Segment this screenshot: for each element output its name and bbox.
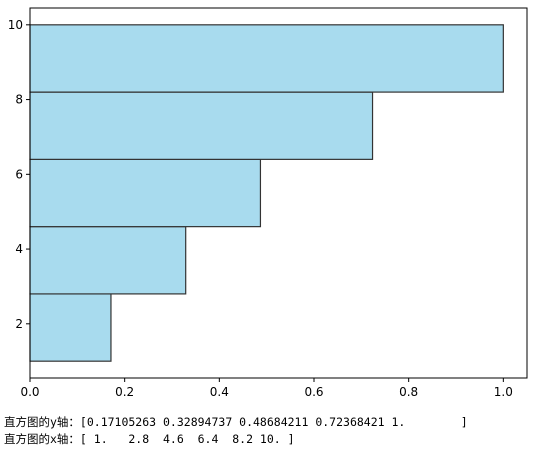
y-tick-label: 4 bbox=[15, 242, 23, 256]
x-tick-label: 0.2 bbox=[115, 385, 134, 399]
y-tick-label: 6 bbox=[15, 167, 23, 181]
bar bbox=[29, 226, 187, 295]
bar bbox=[29, 158, 262, 228]
x-tick-label: 0.8 bbox=[399, 385, 418, 399]
x-tick-label: 0.4 bbox=[210, 385, 229, 399]
plot-frame bbox=[29, 7, 528, 379]
console-line: 直方图的y轴：[0.17105263 0.32894737 0.48684211… bbox=[4, 415, 468, 429]
bar bbox=[29, 24, 504, 93]
y-tick-label: 10 bbox=[8, 18, 23, 32]
x-tick-label: 1.0 bbox=[494, 385, 513, 399]
bar bbox=[29, 293, 112, 362]
console-line: 直方图的x轴：[ 1. 2.8 4.6 6.4 8.2 10. ] bbox=[4, 432, 295, 446]
y-tick-label: 2 bbox=[15, 317, 23, 331]
bar bbox=[29, 91, 374, 160]
x-tick-label: 0.0 bbox=[20, 385, 39, 399]
y-tick-label: 8 bbox=[15, 93, 23, 107]
x-tick-label: 0.6 bbox=[304, 385, 323, 399]
